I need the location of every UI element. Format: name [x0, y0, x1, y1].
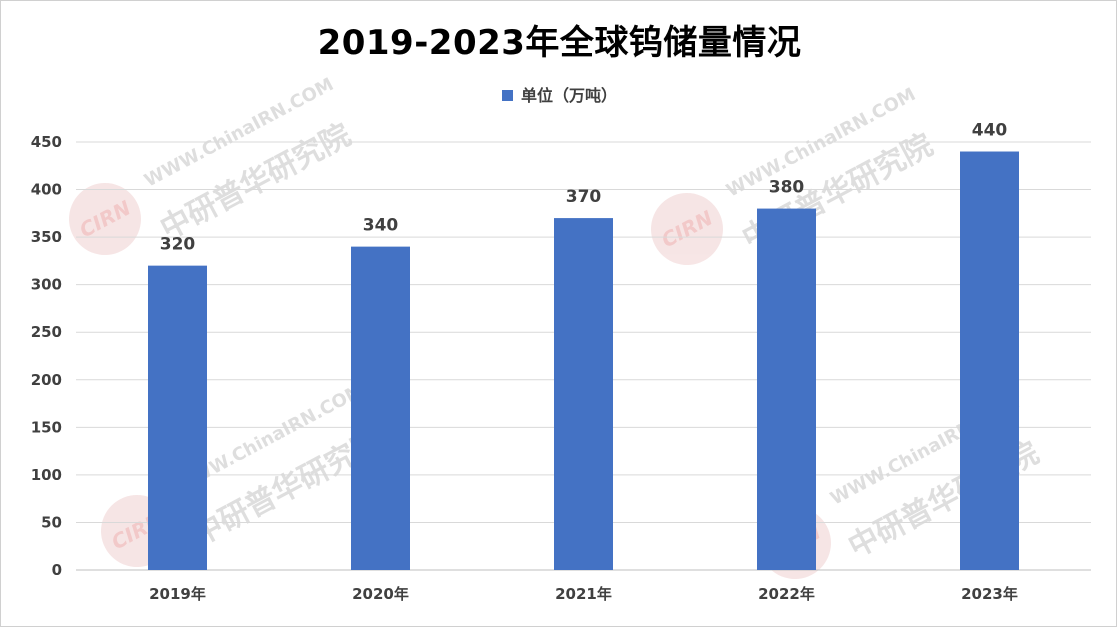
y-tick-label: 150	[31, 418, 62, 436]
bar	[351, 246, 410, 570]
y-tick-label: 450	[31, 133, 62, 151]
y-tick-label: 400	[31, 181, 62, 199]
y-tick-label: 100	[31, 466, 62, 484]
bar	[757, 208, 816, 571]
y-tick-label: 350	[31, 228, 62, 246]
y-tick-label: 200	[31, 371, 62, 389]
data-label: 440	[972, 121, 1008, 141]
bar	[554, 218, 613, 571]
x-tick-label: 2023年	[961, 585, 1018, 603]
data-label: 380	[769, 178, 805, 198]
y-tick-label: 0	[52, 561, 62, 579]
data-label: 340	[363, 216, 399, 236]
bar	[148, 265, 207, 570]
x-tick-label: 2019年	[149, 585, 206, 603]
bar	[960, 151, 1019, 570]
x-tick-label: 2021年	[555, 585, 612, 603]
chart-legend: 单位（万吨）	[1, 82, 1116, 106]
y-tick-label: 300	[31, 276, 62, 294]
data-label: 370	[566, 187, 602, 207]
y-tick-label: 250	[31, 323, 62, 341]
x-tick-label: 2022年	[758, 585, 815, 603]
y-tick-label: 50	[41, 513, 62, 531]
legend-swatch	[501, 90, 513, 101]
x-tick-label: 2020年	[352, 585, 409, 603]
data-label: 320	[160, 235, 196, 255]
legend-label: 单位（万吨）	[520, 86, 617, 105]
chart-title: 2019-2023年全球钨储量情况	[317, 23, 802, 63]
